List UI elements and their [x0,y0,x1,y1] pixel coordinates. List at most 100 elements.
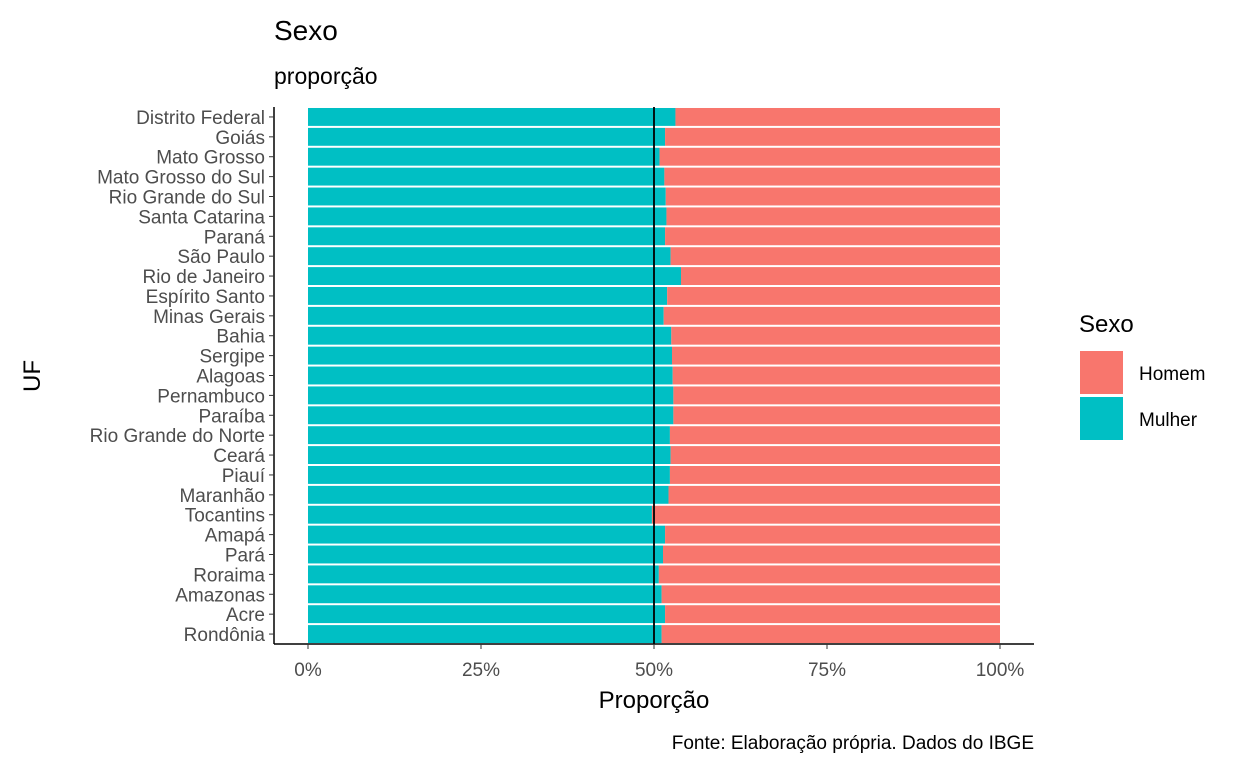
bar-homem [662,545,1000,564]
y-tick-label: Ceará [213,446,265,467]
legend-title: Sexo [1079,311,1134,338]
bar-homem [667,286,1000,305]
bar-mulher [308,326,672,345]
bar-homem [672,366,1000,385]
bar-homem [661,585,1000,604]
bar-mulher [308,625,662,644]
legend-label-mulher: Mulher [1139,410,1198,431]
bar-homem [671,326,1000,345]
bar-mulher [308,346,672,365]
bar-homem [665,227,1000,246]
bar-mulher [308,247,671,266]
y-tick-label: Paraná [204,227,266,248]
y-tick-label: Alagoas [196,367,265,388]
bar-homem [665,187,1000,206]
legend-swatch-mulher [1080,397,1123,440]
bar-homem [669,465,1000,484]
bar-homem [659,147,1000,166]
y-tick-label: Maranhão [179,486,265,507]
y-tick-label: Santa Catarina [138,207,265,228]
bar-mulher [308,426,670,445]
y-tick-label: Roraima [193,565,265,586]
y-tick-label: Paraíba [198,406,265,427]
bar-mulher [308,366,673,385]
y-tick-label: Amapá [205,526,266,547]
bar-mulher [308,187,666,206]
chart-caption: Fonte: Elaboração própria. Dados do IBGE [672,733,1034,754]
bar-homem [670,446,1000,465]
x-tick-label: 0% [294,660,322,681]
legend-label-homem: Homem [1139,364,1206,385]
x-tick-label: 25% [462,660,500,681]
legend-swatch-homem [1080,351,1123,394]
bar-mulher [308,505,652,524]
bar-homem [680,267,1000,286]
bar-mulher [308,525,666,544]
y-tick-label: Piauí [222,466,266,487]
chart-subtitle: proporção [274,63,378,89]
y-tick-label: Mato Grosso do Sul [97,168,265,189]
bar-mulher [308,485,669,504]
bar-mulher [308,167,665,186]
y-tick-label: Rio Grande do Sul [109,188,265,209]
bar-homem [658,565,1000,584]
bar-mulher [308,406,674,425]
y-tick-label: Rio de Janeiro [142,267,265,288]
bar-mulher [308,306,664,325]
bar-homem [673,386,1000,405]
bar-homem [661,625,1000,644]
y-tick-label: Rio Grande do Norte [90,426,265,447]
legend: Sexo Homem Mulher [1079,311,1206,440]
bar-mulher [308,207,667,226]
bar-mulher [308,147,660,166]
y-tick-label: Sergipe [200,347,266,368]
x-tick-label: 100% [976,660,1025,681]
y-tick-label: Espírito Santo [146,287,265,308]
bar-mulher [308,446,671,465]
bar-mulher [308,127,666,146]
bar-mulher [308,227,666,246]
x-tick-labels: 0% 25% 50% 75% 100% [294,644,1024,681]
bar-mulher [308,386,674,405]
bar-homem [671,346,1000,365]
bars-group [308,107,1000,644]
y-tick-label: Minas Gerais [153,307,265,328]
y-tick-label: Rondônia [184,625,266,646]
bar-homem [651,505,1000,524]
y-tick-label: Acre [226,605,265,626]
bar-mulher [308,107,676,126]
y-tick-label: Tocantins [185,506,265,527]
bar-mulher [308,465,670,484]
bar-mulher [308,545,663,564]
bar-mulher [308,565,659,584]
bar-mulher [308,286,668,305]
bar-mulher [308,605,666,624]
y-tick-label: Pará [225,546,266,567]
y-tick-label: Goiás [215,128,265,149]
y-tick-label: Distrito Federal [136,108,265,129]
y-tick-label: Pernambuco [157,386,265,407]
bar-homem [665,127,1000,146]
x-axis-title: Proporção [599,687,710,714]
y-tick-label: Amazonas [175,585,265,606]
bar-homem [664,167,1000,186]
bar-homem [669,426,1000,445]
bar-homem [665,525,1000,544]
x-tick-label: 75% [808,660,846,681]
bar-homem [670,247,1000,266]
bar-homem [668,485,1000,504]
y-tick-label: Mato Grosso [156,148,265,169]
y-tick-label: São Paulo [177,247,265,268]
bar-homem [673,406,1000,425]
y-tick-label: Bahia [216,327,265,348]
bar-mulher [308,267,681,286]
bar-mulher [308,585,662,604]
bar-homem [675,107,1000,126]
bar-homem [665,605,1000,624]
bar-homem [663,306,1000,325]
x-tick-label: 50% [635,660,673,681]
bar-homem [666,207,1000,226]
chart-title: Sexo [274,15,338,46]
